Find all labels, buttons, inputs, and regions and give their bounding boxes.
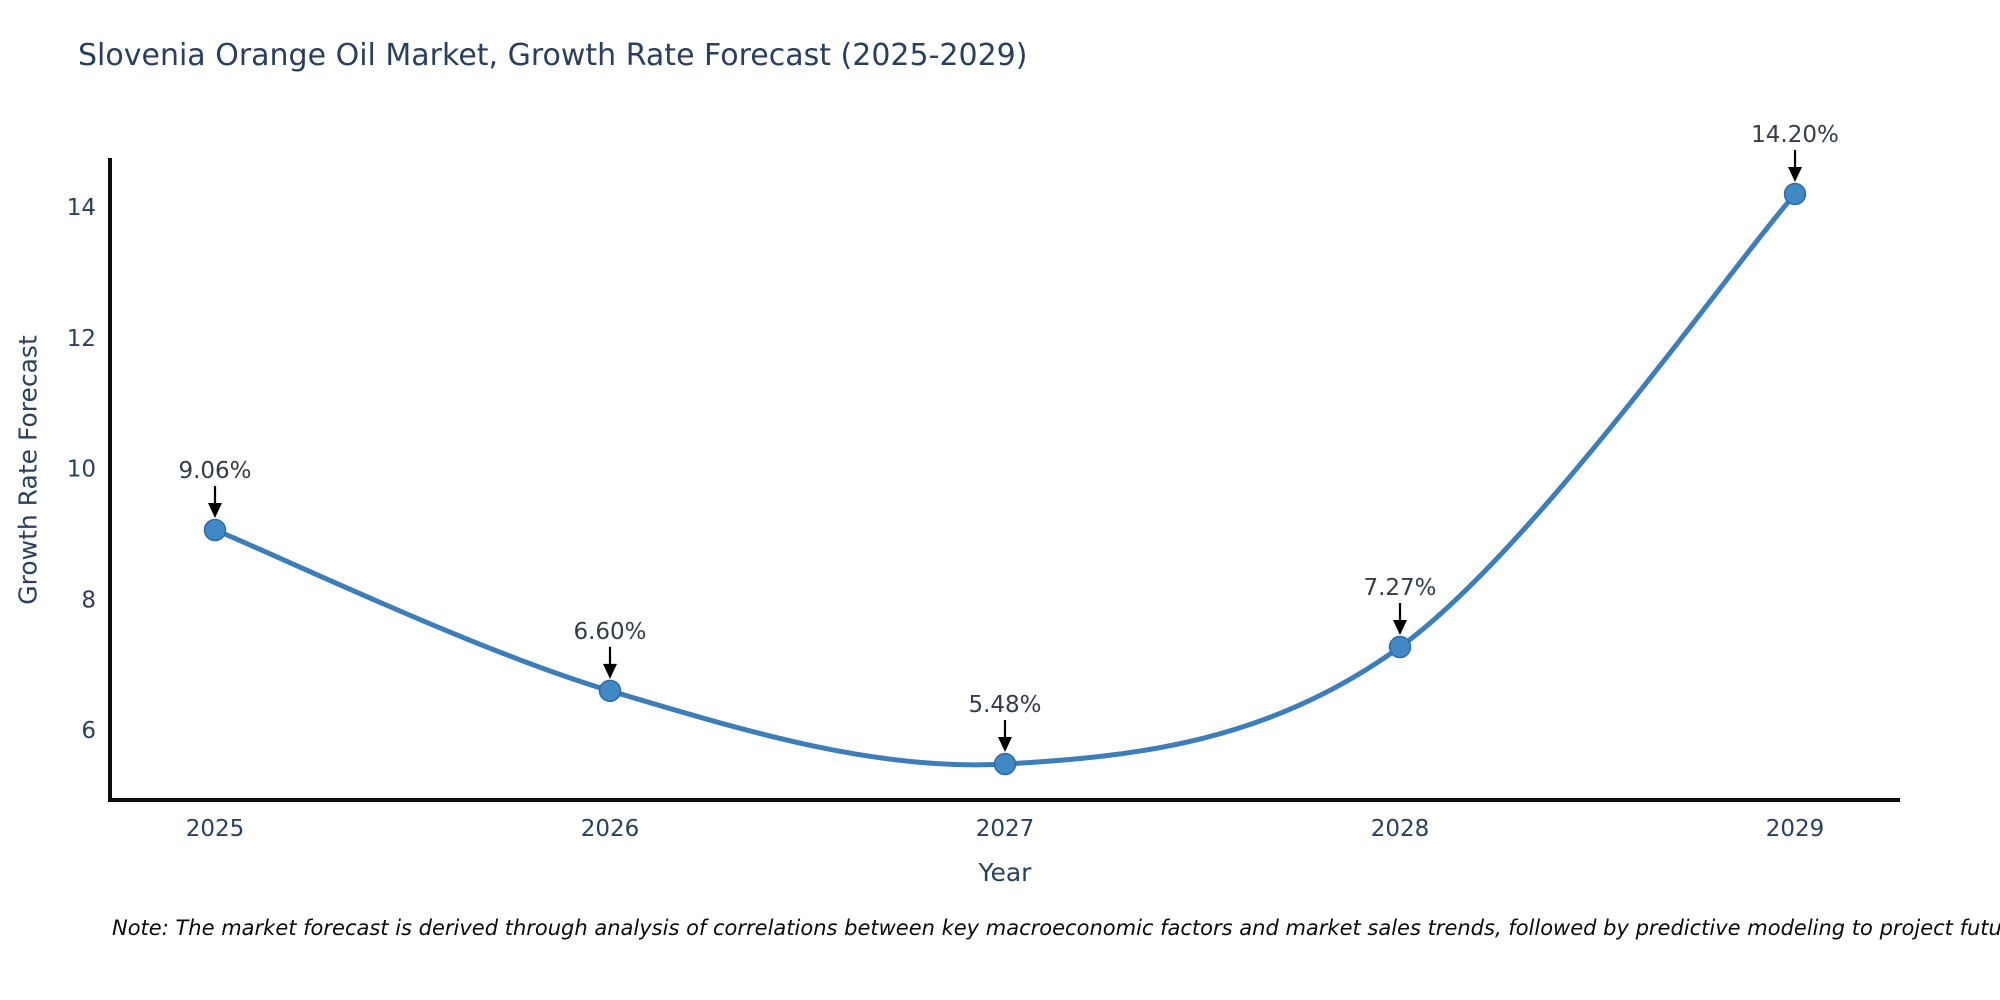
data-point-marker xyxy=(993,752,1017,776)
data-point-annotation: 5.48% xyxy=(968,692,1042,753)
chart-title: Slovenia Orange Oil Market, Growth Rate … xyxy=(78,38,1028,73)
data-point-label: 9.06% xyxy=(178,458,251,484)
x-tick-label: 2029 xyxy=(1766,816,1825,842)
data-point-label: 6.60% xyxy=(573,619,646,645)
y-tick-label: 10 xyxy=(67,457,96,483)
y-axis-title: Growth Rate Forecast xyxy=(13,335,43,605)
data-point-label: 7.27% xyxy=(1363,575,1436,601)
y-tick-label: 14 xyxy=(67,195,96,221)
annotation-arrowhead-icon xyxy=(1788,166,1802,182)
y-tick-label: 8 xyxy=(81,587,96,613)
y-tick-label: 12 xyxy=(67,326,96,352)
data-point-marker xyxy=(1388,635,1412,659)
y-axis-tick-labels: 6 8 10 12 14 xyxy=(67,195,96,744)
annotation-arrowhead-icon xyxy=(208,502,222,518)
annotation-arrowhead-icon xyxy=(998,737,1012,753)
data-point-annotation: 9.06% xyxy=(178,458,252,518)
data-point-marker xyxy=(203,518,227,542)
trend-line xyxy=(212,191,1798,768)
y-tick-label: 6 xyxy=(81,718,96,744)
annotation-arrowhead-icon xyxy=(1393,620,1407,636)
data-point-label: 5.48% xyxy=(968,692,1041,718)
data-point-annotations: 9.06% 6.60% 5.48% 7.27% 14.20% xyxy=(178,122,1839,753)
x-tick-label: 2025 xyxy=(186,816,245,842)
x-tick-label: 2027 xyxy=(976,816,1035,842)
data-point-label: 14.20% xyxy=(1751,122,1839,148)
x-tick-label: 2026 xyxy=(581,816,640,842)
data-point-annotation: 14.20% xyxy=(1751,122,1839,182)
data-point-marker xyxy=(1783,182,1807,206)
annotation-arrowhead-icon xyxy=(603,663,617,679)
data-point-annotation: 7.27% xyxy=(1363,575,1437,636)
footnote: Note: The market forecast is derived thr… xyxy=(112,916,2000,940)
data-point-marker xyxy=(598,679,622,703)
x-tick-label: 2028 xyxy=(1371,816,1430,842)
data-point-markers xyxy=(203,182,1807,776)
data-point-annotation: 6.60% xyxy=(573,619,647,679)
x-axis-title: Year xyxy=(978,858,1032,887)
x-axis-tick-labels: 2025 2026 2027 2028 2029 xyxy=(186,816,1825,842)
axes xyxy=(108,158,1900,802)
